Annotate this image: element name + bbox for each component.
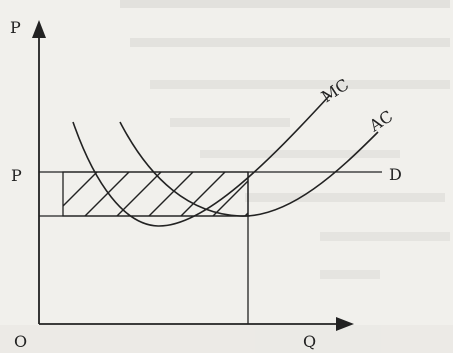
hatch-line [116,172,162,216]
hatch-line [63,172,98,207]
profit-rectangle [62,171,249,217]
ac-curve [119,121,379,217]
x-axis-arrow-icon [336,317,354,331]
origin-label: O [14,332,27,351]
profit-area-hatching [63,172,248,216]
price-label: P [11,166,22,185]
x-axis-label: Q [303,332,316,351]
mc-curve [72,94,331,227]
ac-label: AC [365,106,396,135]
demand-label: D [389,165,402,184]
hatch-line [148,172,194,216]
y-axis-label: P [10,18,21,37]
hatch-line [180,172,226,216]
y-axis-arrow-icon [32,20,46,38]
hatch-line [212,180,248,216]
hatch-line [84,172,130,216]
